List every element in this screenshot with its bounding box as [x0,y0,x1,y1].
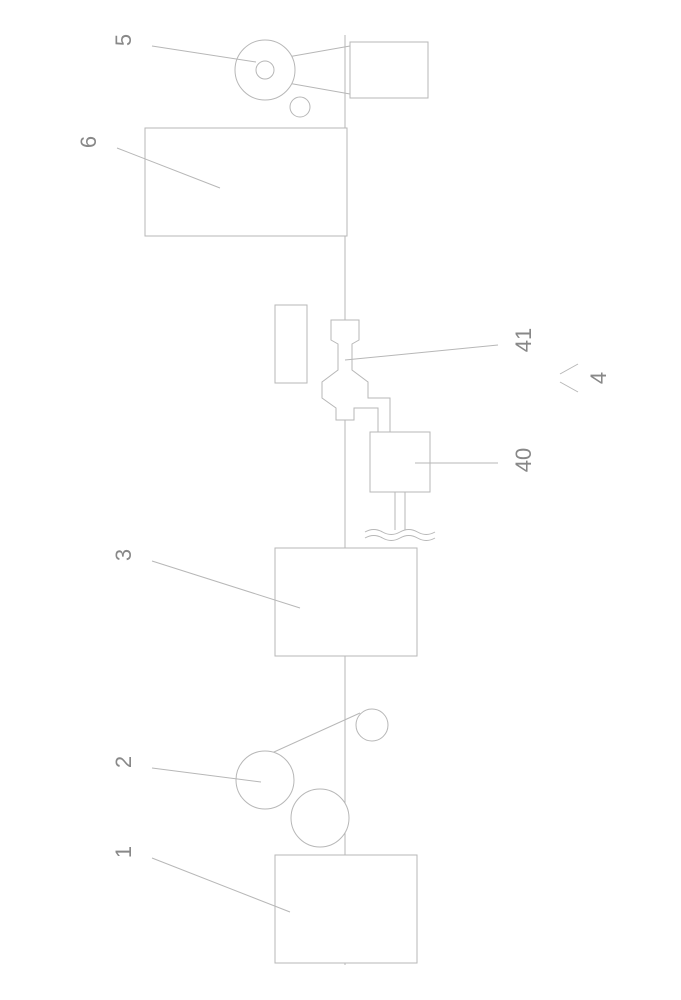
label-2-text: 2 [111,756,136,768]
winder-5-guide [290,97,310,117]
station-1 [275,855,417,963]
winder-5-core [256,61,274,79]
label-3-text: 3 [111,549,136,561]
label-41-text: 41 [511,328,536,352]
label-4-leader-b [560,382,578,392]
station-6 [145,128,347,236]
station-3 [275,548,417,656]
label-5-text: 5 [111,34,136,46]
label-4-text: 4 [586,372,611,384]
label-40-text: 40 [511,448,536,472]
label-41-leader [345,345,498,360]
coater-4-wave-bot [365,536,435,541]
label-1-text: 1 [111,846,136,858]
label-1-leader [152,858,290,912]
rolls-2-bottom [291,789,349,847]
coater-4-wave-top [365,530,435,535]
coater-4-backing [275,305,307,383]
winder-5-motor [350,42,428,98]
label-6-text: 6 [76,136,101,148]
coater-4-head [322,320,390,432]
coater-4-pump [370,432,430,492]
label-4-leader-a [560,364,578,374]
rolls-2-guide [356,709,388,741]
